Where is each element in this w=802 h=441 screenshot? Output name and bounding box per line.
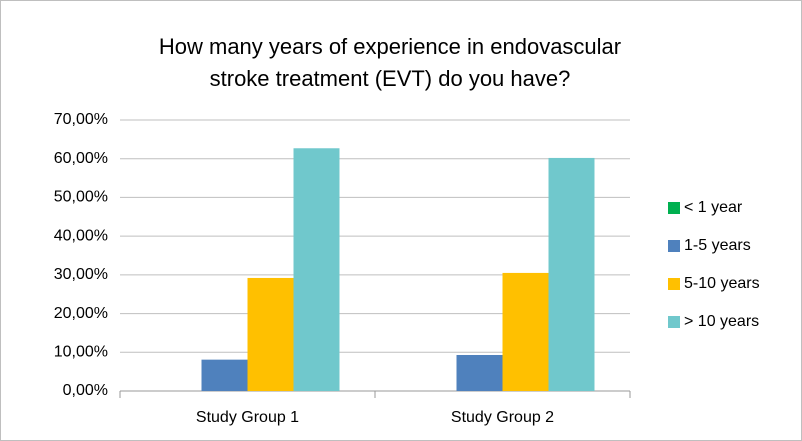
legend-label: > 10 years <box>684 313 759 330</box>
legend-swatch <box>668 202 680 214</box>
legend-label: 5-10 years <box>684 275 760 292</box>
y-tick-label: 70,00% <box>54 111 108 128</box>
legend-label: 1-5 years <box>684 237 751 254</box>
x-tick-label: Study Group 2 <box>451 409 554 426</box>
bar <box>456 354 503 391</box>
chart-title: How many years of experience in endovasc… <box>159 34 621 59</box>
y-tick-label: 60,00% <box>54 150 108 167</box>
chart-title: stroke treatment (EVT) do you have? <box>210 66 571 91</box>
bar <box>293 148 340 391</box>
bar <box>548 157 595 391</box>
legend-label: < 1 year <box>684 199 743 216</box>
y-tick-label: 50,00% <box>54 189 108 206</box>
bar <box>201 359 248 391</box>
x-tick-label: Study Group 1 <box>196 409 299 426</box>
y-tick-label: 40,00% <box>54 227 108 244</box>
legend-swatch <box>668 278 680 290</box>
legend-swatch <box>668 240 680 252</box>
bar <box>502 272 549 391</box>
y-tick-label: 10,00% <box>54 344 108 361</box>
y-tick-label: 0,00% <box>63 382 108 399</box>
legend-swatch <box>668 316 680 328</box>
y-tick-label: 20,00% <box>54 305 108 322</box>
y-tick-label: 30,00% <box>54 266 108 283</box>
bar <box>247 277 294 391</box>
